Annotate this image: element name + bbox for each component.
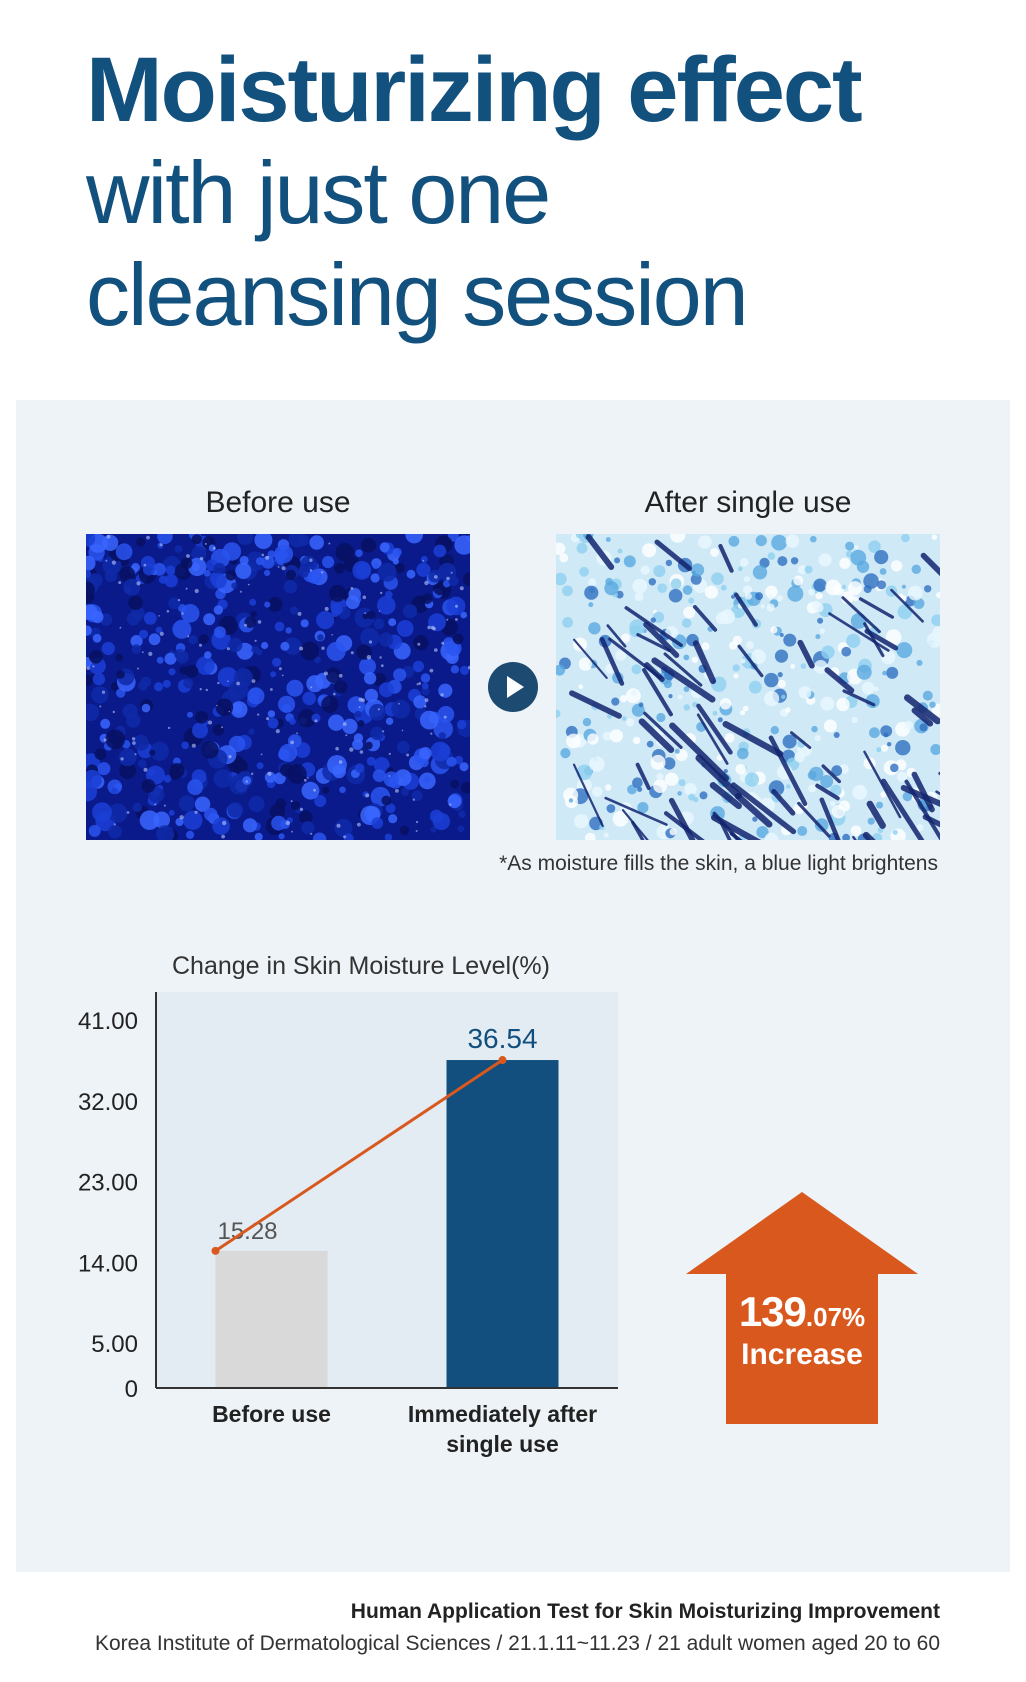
chart-title: Change in Skin Moisture Level(%) [172,952,550,980]
trend-line [214,1058,504,1253]
increase-label: Increase [741,1338,863,1371]
play-arrow-icon [488,662,538,712]
headline-line-3: cleansing session [86,245,749,344]
after-skin-image [556,534,940,840]
increase-decimals: .07% [805,1302,866,1332]
y-tick-label: 23.00 [78,1170,138,1197]
headline: Moisturizing effect with just one cleans… [86,38,863,346]
source-title: Human Application Test for Skin Moisturi… [350,1600,940,1623]
x-category-label: Immediately after [408,1401,597,1427]
source-detail: Korea Institute of Dermatological Scienc… [94,1632,940,1655]
before-skin-image [86,534,470,840]
headline-line-1: Moisturizing effect [86,39,863,141]
y-tick-label: 0 [125,1376,138,1403]
headline-line-2: with just one [86,143,551,242]
x-category-label: single use [446,1431,558,1457]
x-category-label: Before use [212,1401,331,1427]
before-caption: Before use [205,486,351,519]
increase-callout: 139.07% Increase [686,1288,918,1372]
trend-point-1 [211,1246,220,1255]
results-panel: Before use After single use *As moisture… [16,400,1010,1572]
after-caption: After single use [644,486,852,519]
y-tick-label: 5.00 [91,1331,138,1358]
increase-value: 139 [738,1288,807,1335]
trend-point-2 [498,1056,507,1065]
image-footnote: *As moisture fills the skin, a blue ligh… [499,852,938,875]
bar-1 [215,1250,328,1387]
bar-value-label: 36.54 [467,1023,537,1054]
y-tick-label: 32.00 [78,1089,138,1116]
bar-2 [446,1060,559,1387]
y-tick-label: 41.00 [78,1008,138,1035]
y-tick-label: 14.00 [78,1250,138,1277]
increase-arrow-icon [686,1192,918,1424]
